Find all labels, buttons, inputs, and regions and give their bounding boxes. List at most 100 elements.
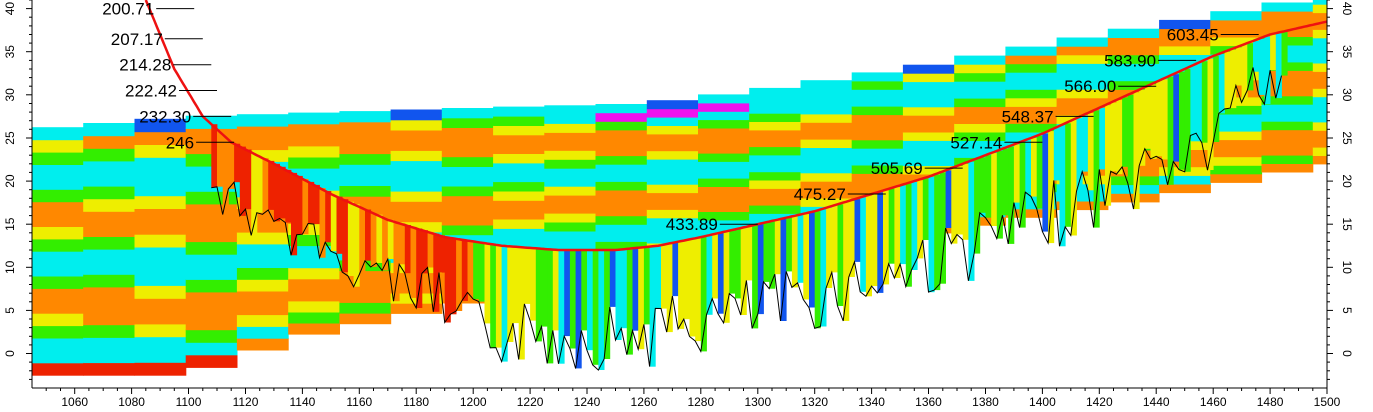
heatmap-cell	[1312, 54, 1327, 64]
y-tick-label-right: 30	[1340, 88, 1354, 102]
heatmap-cell	[902, 140, 955, 150]
drop-strip	[1048, 131, 1055, 244]
drop-strip	[592, 250, 599, 365]
heatmap-cell	[800, 172, 853, 182]
heatmap-cell	[902, 131, 955, 141]
heatmap-cell	[32, 214, 84, 227]
heatmap-cell	[1005, 131, 1058, 141]
drop-strip	[928, 176, 935, 293]
heatmap-cell	[185, 317, 238, 331]
heatmap-cell	[339, 185, 392, 197]
heatmap-cell	[544, 195, 597, 205]
heatmap-cell	[339, 121, 392, 133]
drop-strip	[1207, 58, 1214, 170]
heatmap-cell	[1107, 80, 1160, 90]
heatmap-cell	[134, 221, 187, 235]
heatmap-cell	[851, 164, 904, 174]
heatmap-cell	[595, 207, 648, 217]
heatmap-cell	[185, 203, 238, 217]
heatmap-cell	[134, 118, 187, 133]
drop-strip	[1008, 146, 1015, 244]
heatmap-cell	[1056, 106, 1109, 116]
drop-strip	[888, 188, 895, 264]
heatmap-cell	[185, 291, 238, 305]
heatmap-cell	[749, 179, 801, 189]
heatmap-cell	[1312, 96, 1327, 106]
heatmap-cell	[646, 192, 699, 202]
drop-strip	[979, 157, 986, 213]
drop-strip	[291, 172, 298, 256]
annotation-label: 548.37	[1002, 107, 1054, 126]
drop-strip	[843, 202, 850, 321]
heatmap-cell	[1312, 138, 1327, 148]
heatmap-cell	[1056, 97, 1109, 107]
drop-strip	[871, 194, 878, 287]
heatmap-cell	[288, 223, 340, 235]
heatmap-cell	[83, 362, 135, 376]
heatmap-cell	[954, 140, 1006, 150]
heatmap-cell	[646, 167, 699, 177]
drop-strip	[1019, 142, 1026, 228]
heatmap-cell	[83, 223, 135, 237]
heatmap-cell	[749, 171, 801, 181]
annotation-label: 433.89	[666, 215, 718, 234]
heatmap-cell	[236, 302, 289, 316]
heatmap-cell	[185, 354, 238, 368]
heatmap-cell	[800, 97, 853, 106]
drop-strip	[501, 245, 508, 362]
heatmap-cell	[134, 349, 187, 363]
heatmap-cell	[83, 274, 135, 288]
heatmap-cell	[1210, 19, 1263, 29]
heatmap-cell	[800, 197, 853, 207]
drop-strip	[1025, 140, 1032, 193]
x-tick-label: 1320	[801, 395, 828, 409]
heatmap-cell	[1210, 156, 1263, 166]
heatmap-cell	[1261, 19, 1314, 29]
heatmap-cell	[646, 159, 699, 168]
heatmap-cell	[698, 102, 750, 112]
heatmap-cell	[288, 234, 340, 247]
heatmap-cell	[339, 302, 392, 314]
x-tick-label: 1140	[289, 395, 315, 409]
drop-strip	[900, 185, 907, 265]
heatmap-cell	[32, 201, 84, 215]
heatmap-cell	[749, 113, 801, 122]
drop-strip	[1258, 38, 1265, 95]
heatmap-cell	[32, 350, 84, 364]
heatmap-cell	[83, 186, 135, 200]
heatmap-cell	[32, 337, 84, 351]
heatmap-cell	[32, 127, 84, 141]
heatmap-cell	[185, 115, 238, 129]
drop-strip	[1099, 107, 1106, 170]
heatmap-cell	[185, 254, 238, 268]
drop-strip	[342, 199, 349, 273]
heatmap-cell	[339, 164, 392, 176]
heatmap-cell	[339, 153, 392, 165]
heatmap-cell	[698, 169, 750, 179]
drop-strip	[1059, 125, 1066, 247]
drop-strip	[478, 242, 485, 302]
drop-strip	[985, 155, 992, 218]
heatmap-cell	[800, 88, 853, 98]
x-tick-label: 1300	[744, 395, 771, 409]
heatmap-cell	[134, 298, 187, 312]
heatmap-cell	[749, 138, 801, 148]
heatmap-cell	[1210, 173, 1263, 183]
heatmap-cell	[1159, 45, 1211, 55]
drop-strip	[1116, 100, 1123, 175]
heatmap-cell	[1107, 63, 1160, 73]
heatmap-cell	[493, 106, 545, 117]
heatmap-cell	[595, 129, 648, 139]
heatmap-cell	[595, 189, 648, 199]
drop-strip	[649, 246, 656, 367]
heatmap-cell	[1056, 192, 1109, 202]
heatmap-cell	[339, 313, 392, 325]
heatmap-cell	[595, 112, 648, 122]
drop-strip	[1201, 61, 1208, 143]
drop-strip	[273, 163, 280, 222]
drop-strip	[1150, 84, 1157, 159]
heatmap-cell	[1312, 20, 1327, 30]
heatmap-cell	[441, 146, 494, 158]
heatmap-cell	[32, 176, 84, 190]
heatmap-cell	[1107, 71, 1160, 82]
